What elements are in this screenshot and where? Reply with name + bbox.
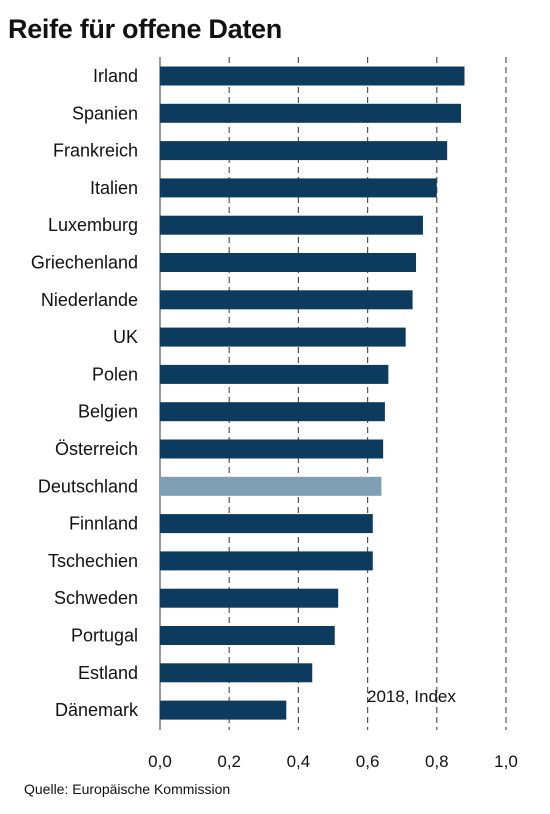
bar-8 [160, 364, 389, 384]
bar-13 [160, 551, 373, 571]
category-label: Österreich [55, 439, 138, 459]
category-label: Estland [78, 663, 138, 683]
bar-2 [160, 141, 448, 161]
category-labels: Irland Spanien Frankreich Italien Luxemburg G… [31, 66, 139, 720]
bar-16 [160, 663, 313, 683]
x-tick-label: 0,4 [287, 752, 311, 771]
bar-9 [160, 402, 385, 422]
source-note: Quelle: Europäische Kommission [24, 781, 231, 797]
bar-10 [160, 439, 384, 459]
bar-4 [160, 215, 423, 235]
category-label: Belgien [78, 402, 138, 422]
x-tick-label: 0,6 [356, 752, 380, 771]
bar-6 [160, 290, 413, 310]
category-label: Griechenland [31, 253, 138, 273]
category-label: Irland [93, 66, 138, 86]
chart-title: Reife für offene Daten [8, 14, 282, 44]
category-label: Luxemburg [48, 215, 138, 235]
category-label: Niederlande [41, 290, 138, 310]
bar-7 [160, 327, 406, 347]
bar-11 [160, 476, 382, 496]
x-tick-label: 0,8 [425, 752, 449, 771]
x-tick-label: 0,0 [148, 752, 172, 771]
category-label: Spanien [72, 103, 138, 123]
bar-12 [160, 514, 373, 534]
bar-5 [160, 253, 417, 272]
bar-15 [160, 626, 335, 645]
category-label: Dänemark [55, 700, 139, 720]
bar-17 [160, 700, 287, 720]
x-tick-label: 0,2 [217, 752, 241, 771]
category-label: Portugal [71, 626, 138, 646]
bar-3 [160, 178, 437, 198]
category-label: Tschechien [48, 551, 138, 571]
category-label: Finnland [69, 514, 138, 534]
bar-1 [160, 103, 462, 123]
grid-lines [159, 57, 507, 730]
bar-0 [160, 66, 465, 86]
bars [160, 66, 465, 720]
x-tick-label: 1,0 [494, 752, 518, 771]
chart-annotation: 2018, Index [367, 687, 456, 706]
category-label: Schweden [54, 588, 138, 608]
category-label: Frankreich [53, 141, 138, 161]
category-label: Deutschland [38, 476, 138, 496]
x-tick-labels: 0,0 0,2 0,4 0,6 0,8 1,0 [148, 752, 518, 771]
category-label: Italien [90, 178, 138, 198]
category-label: UK [113, 327, 138, 347]
category-label: Polen [92, 364, 138, 384]
bar-14 [160, 588, 339, 608]
